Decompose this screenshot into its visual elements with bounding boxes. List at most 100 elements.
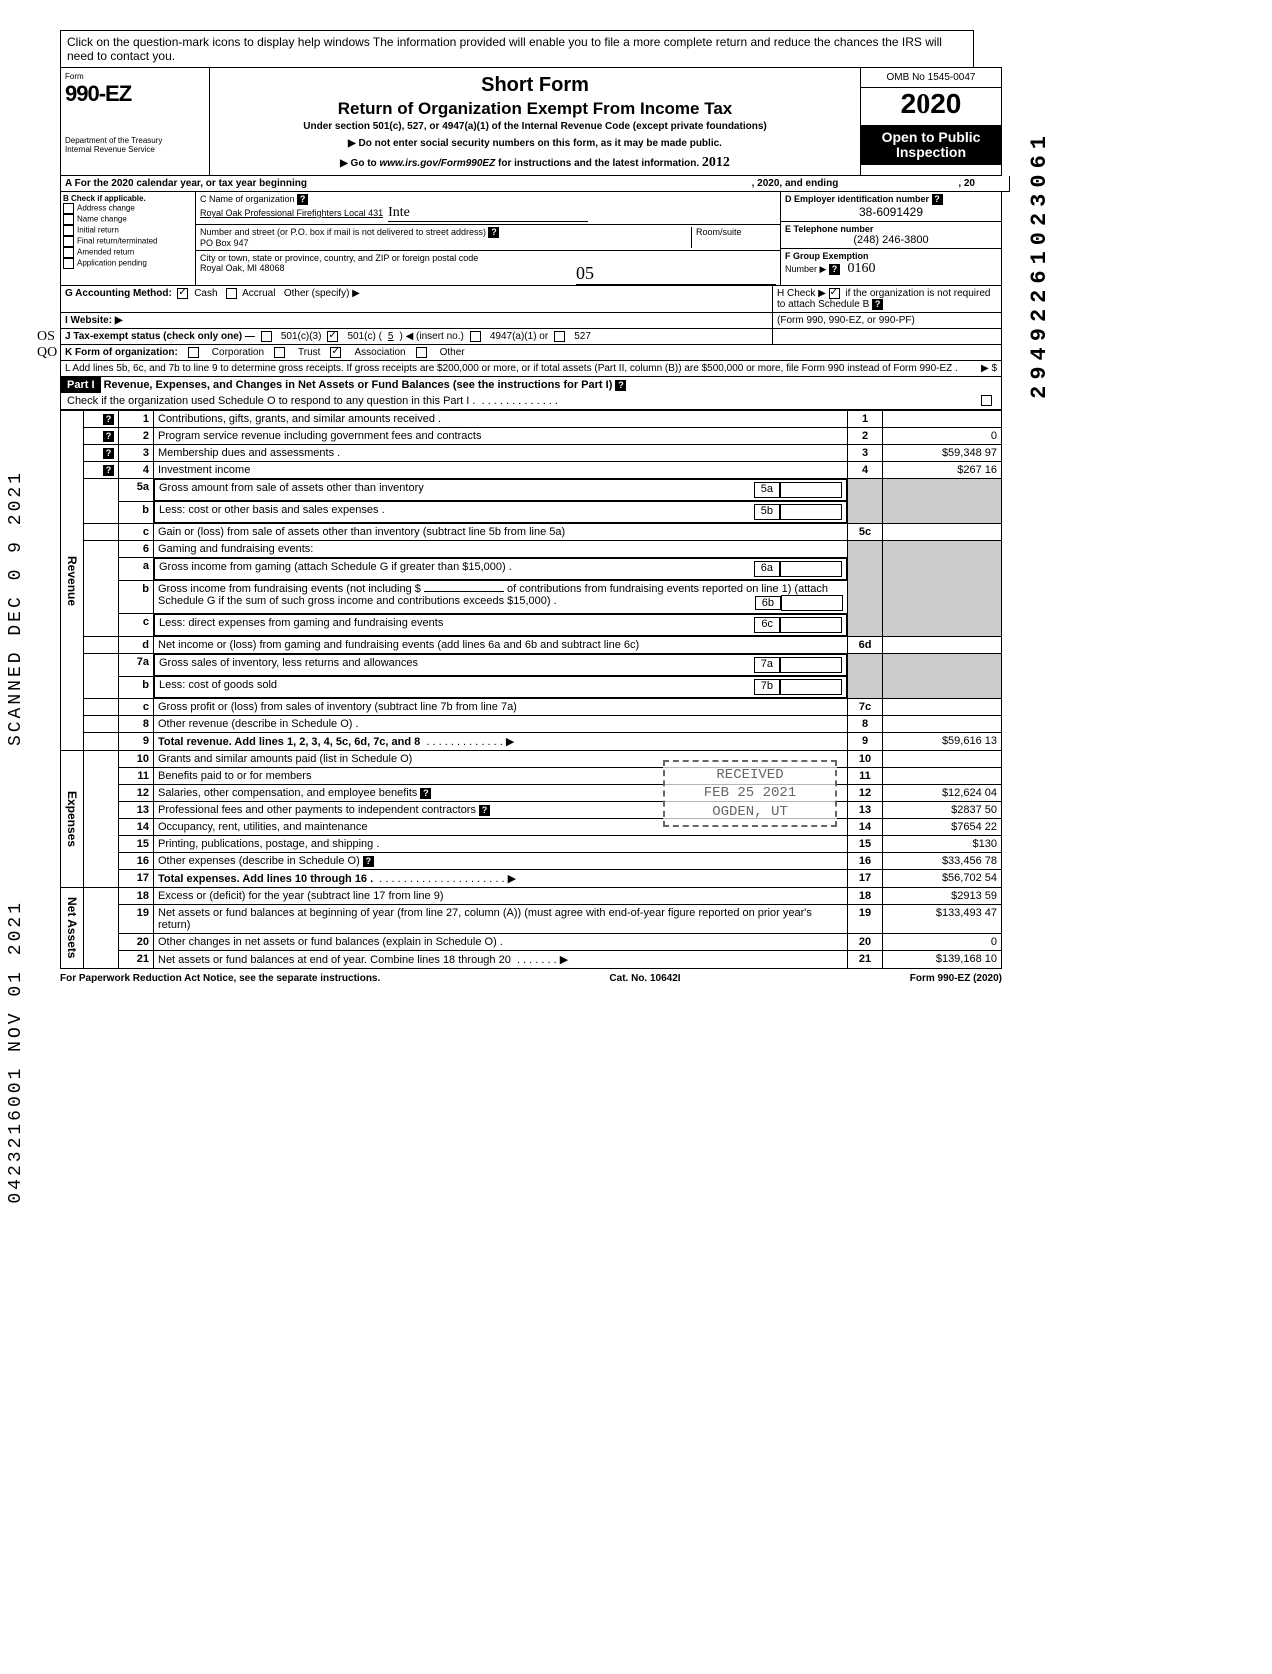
dept-2: Internal Revenue Service <box>65 146 205 155</box>
chk-cash[interactable] <box>177 288 188 299</box>
chk-h[interactable] <box>829 288 840 299</box>
part1-check: Check if the organization used Schedule … <box>67 395 475 407</box>
line3-text: Membership dues and assessments . <box>154 445 848 462</box>
title-sub: Under section 501(c), 527, or 4947(a)(1)… <box>216 121 854 132</box>
line4-text: Investment income <box>154 462 848 479</box>
line7a-text: Gross sales of inventory, less returns a… <box>159 657 754 673</box>
help-icon[interactable]: ? <box>363 856 374 867</box>
chk-trust[interactable] <box>274 347 285 358</box>
line5c-amt <box>883 524 1002 541</box>
lbl-corp: Corporation <box>212 347 264 358</box>
lbl-501c: 501(c) ( <box>347 331 381 342</box>
help-icon[interactable]: ? <box>479 805 490 816</box>
chk-527[interactable] <box>554 331 565 342</box>
f-label2: Number ▶ <box>785 264 826 274</box>
chk-initial[interactable] <box>63 225 74 236</box>
lbl-initial: Initial return <box>77 226 119 235</box>
line12-amt: $12,624 04 <box>883 785 1002 802</box>
line6-text: Gaming and fundraising events: <box>154 541 848 558</box>
lbl-527: 527 <box>574 331 591 342</box>
chk-pending[interactable] <box>63 258 74 269</box>
help-icon[interactable]: ? <box>103 465 114 476</box>
line6d-text: Net income or (loss) from gaming and fun… <box>154 637 848 654</box>
line2-text: Program service revenue including govern… <box>154 428 848 445</box>
line19-text: Net assets or fund balances at beginning… <box>154 905 848 934</box>
e-label: E Telephone number <box>785 224 873 234</box>
line9-text: Total revenue. Add lines 1, 2, 3, 4, 5c,… <box>158 736 420 748</box>
l-text: L Add lines 5b, 6c, and 7b to line 9 to … <box>65 363 958 374</box>
chk-4947[interactable] <box>470 331 481 342</box>
section-revenue: Revenue <box>61 411 84 751</box>
help-icon[interactable]: ? <box>872 299 883 310</box>
lbl-pending: Application pending <box>77 259 147 268</box>
lbl-trust: Trust <box>298 347 320 358</box>
chk-corp[interactable] <box>188 347 199 358</box>
c-city-label: City or town, state or province, country… <box>200 253 478 263</box>
footer-left: For Paperwork Reduction Act Notice, see … <box>60 973 380 984</box>
line5c-text: Gain or (loss) from sale of assets other… <box>154 524 848 541</box>
part1-label: Part I <box>61 377 101 393</box>
line6b-text: Gross income from fundraising events (no… <box>158 583 421 595</box>
lbl-address: Address change <box>77 204 135 213</box>
help-icon[interactable]: ? <box>488 227 499 238</box>
row-a-mid: , 2020, and ending <box>752 178 839 189</box>
chk-other-org[interactable] <box>416 347 427 358</box>
line1-text: Contributions, gifts, grants, and simila… <box>154 411 848 428</box>
c-name-label: C Name of organization <box>200 194 295 204</box>
chk-final[interactable] <box>63 236 74 247</box>
help-icon[interactable]: ? <box>103 448 114 459</box>
help-icon[interactable]: ? <box>297 194 308 205</box>
line1-amt <box>883 411 1002 428</box>
goto-url: www.irs.gov/Form990EZ <box>379 158 495 169</box>
help-icon[interactable]: ? <box>932 194 943 205</box>
k-prefix: QO <box>37 345 57 361</box>
lbl-other: Other (specify) ▶ <box>284 288 360 299</box>
help-icon[interactable]: ? <box>103 431 114 442</box>
help-icon[interactable]: ? <box>829 264 840 275</box>
chk-name[interactable] <box>63 214 74 225</box>
lbl-amended: Amended return <box>77 248 134 257</box>
line21-text: Net assets or fund balances at end of ye… <box>158 954 511 966</box>
line18-text: Excess or (deficit) for the year (subtra… <box>154 888 848 905</box>
help-icon[interactable]: ? <box>420 788 431 799</box>
line11-text: Benefits paid to or for members <box>158 770 311 782</box>
part1-title: Revenue, Expenses, and Changes in Net As… <box>104 379 613 391</box>
chk-amended[interactable] <box>63 247 74 258</box>
line5a-text: Gross amount from sale of assets other t… <box>159 482 754 498</box>
lbl-4947: 4947(a)(1) or <box>490 331 548 342</box>
chk-501c3[interactable] <box>261 331 272 342</box>
c-city-hand: 05 <box>576 263 776 285</box>
lbl-insert: ) ◀ (insert no.) <box>399 331 463 342</box>
chk-address[interactable] <box>63 203 74 214</box>
h-text3: (Form 990, 990-EZ, or 990-PF) <box>772 313 1001 328</box>
line7c-text: Gross profit or (loss) from sales of inv… <box>154 699 848 716</box>
c-room-label: Room/suite <box>696 227 742 237</box>
stamp-l2: FEB 25 2021 <box>675 784 825 802</box>
f-value: 0160 <box>847 261 875 276</box>
footer-right: Form 990-EZ (2020) <box>910 973 1002 984</box>
h-pre: H Check ▶ <box>777 288 826 299</box>
lbl-accrual: Accrual <box>242 288 275 299</box>
chk-501c[interactable] <box>327 331 338 342</box>
help-hint: Click on the question-mark icons to disp… <box>60 30 974 67</box>
line6c-text: Less: direct expenses from gaming and fu… <box>159 617 754 633</box>
chk-accrual[interactable] <box>226 288 237 299</box>
help-icon[interactable]: ? <box>615 380 626 391</box>
help-icon[interactable]: ? <box>103 414 114 425</box>
l-arrow: ▶ $ <box>981 363 997 374</box>
chk-assoc[interactable] <box>330 347 341 358</box>
line6a-text: Gross income from gaming (attach Schedul… <box>159 561 754 577</box>
form-prefix: Form <box>65 72 205 81</box>
line21-amt: $139,168 10 <box>883 951 1002 969</box>
lbl-final: Final return/terminated <box>77 237 157 246</box>
line15-amt: $130 <box>883 836 1002 853</box>
e-value: (248) 246-3800 <box>785 234 997 246</box>
omb-no: OMB No 1545-0047 <box>861 68 1001 88</box>
goto-post: for instructions and the latest informat… <box>498 158 699 169</box>
title-main: Return of Organization Exempt From Incom… <box>216 99 854 119</box>
chk-part1[interactable] <box>981 395 992 406</box>
lbl-501c-no: 5 <box>388 331 394 342</box>
section-netassets: Net Assets <box>61 888 84 969</box>
b-header: B Check if applicable. <box>63 194 146 203</box>
title-short: Short Form <box>216 74 854 97</box>
